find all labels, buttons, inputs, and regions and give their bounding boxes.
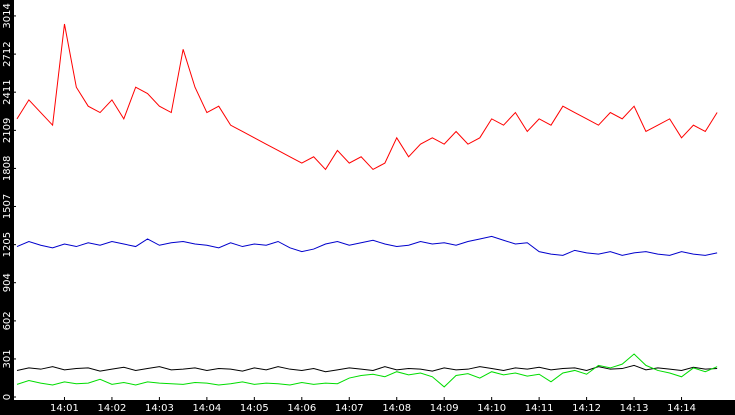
- y-tick-label: 3014: [2, 3, 13, 28]
- x-axis-band: [0, 400, 735, 415]
- x-tick-label: 14:10: [477, 403, 506, 414]
- line-series: [16, 235, 718, 256]
- x-tick-label: 14:04: [192, 403, 221, 414]
- y-tick-label: 602: [2, 311, 13, 330]
- y-tick-label: 1205: [2, 232, 13, 257]
- x-tick-label: 14:09: [430, 403, 459, 414]
- y-tick-label: 2411: [2, 79, 13, 104]
- line-series: [16, 364, 718, 373]
- x-tick-label: 14:06: [287, 403, 316, 414]
- y-tick-label: 904: [2, 273, 13, 292]
- x-tick-label: 14:01: [50, 403, 79, 414]
- x-tick-label: 14:03: [145, 403, 174, 414]
- y-tick-label: 2109: [2, 118, 13, 143]
- line-series: [16, 353, 718, 388]
- x-tick-label: 14:12: [572, 403, 601, 414]
- x-tick-label: 14:11: [525, 403, 554, 414]
- x-tick-label: 14:07: [335, 403, 364, 414]
- y-axis-band: [0, 0, 14, 415]
- x-tick-label: 14:14: [667, 403, 696, 414]
- y-tick-label: 301: [2, 349, 13, 368]
- x-tick-label: 14:08: [382, 403, 411, 414]
- y-tick-label: 1507: [2, 194, 13, 219]
- y-tick-label: 0: [2, 394, 13, 400]
- x-tick-label: 14:02: [98, 403, 127, 414]
- x-tick-label: 14:13: [620, 403, 649, 414]
- x-tick-label: 14:05: [240, 403, 269, 414]
- y-tick-label: 2712: [2, 41, 13, 66]
- y-tick-label: 1808: [2, 156, 13, 181]
- line-series: [16, 23, 718, 171]
